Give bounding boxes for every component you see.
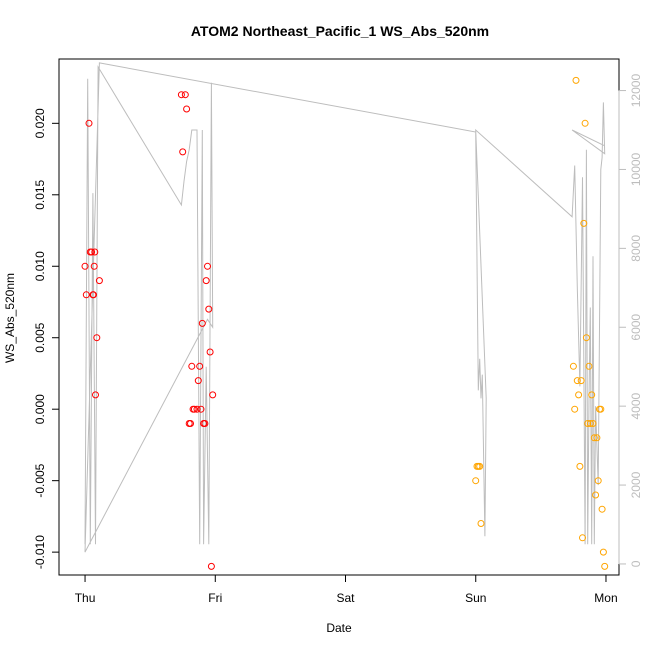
- data-point: [95, 277, 103, 285]
- y2-tick-label: 4000: [629, 392, 643, 419]
- data-point: [88, 248, 96, 256]
- data-point: [581, 119, 589, 127]
- data-point: [577, 377, 585, 385]
- data-point: [589, 420, 597, 427]
- y-tick-label: -0.010: [33, 535, 47, 569]
- data-point: [572, 76, 580, 84]
- y-axis-label: WS_Abs_520nm: [3, 273, 17, 363]
- data-point: [594, 477, 602, 485]
- data-point: [183, 105, 191, 113]
- x-tick-label: Fri: [208, 591, 222, 605]
- data-point: [476, 462, 484, 470]
- data-point: [582, 334, 590, 342]
- data-point: [477, 520, 485, 527]
- y-tick-label: 0.015: [33, 179, 47, 209]
- data-point: [193, 405, 201, 413]
- data-point: [181, 91, 189, 99]
- x-tick-label: Sat: [337, 591, 356, 605]
- x-tick-label: Sun: [465, 591, 486, 605]
- x-tick-label: Thu: [75, 591, 96, 605]
- y2-tick-label: 12000: [629, 74, 643, 108]
- data-point: [177, 91, 185, 99]
- data-point: [472, 477, 480, 485]
- data-point: [187, 420, 194, 427]
- data-point: [85, 119, 93, 127]
- x-axis: Thu Fri Sat Sun Mon: [75, 574, 618, 605]
- data-point: [82, 291, 90, 299]
- y2-tick-label: 2000: [629, 471, 643, 498]
- chart-title: ATOM2 Northeast_Pacific_1 WS_Abs_520nm: [191, 23, 489, 39]
- data-point: [190, 405, 198, 413]
- y-tick-label: 0.020: [33, 108, 47, 138]
- data-point: [194, 377, 202, 385]
- data-point: [571, 405, 579, 413]
- data-point: [575, 391, 583, 399]
- y-tick-label: 0.010: [33, 251, 47, 281]
- x-axis-label: Date: [326, 621, 352, 635]
- y2-tick-label: 10000: [629, 152, 643, 186]
- data-point: [90, 291, 97, 299]
- data-point: [202, 277, 210, 285]
- secondary-y-axis: 0 2000 4000 6000 8000 10000 12000: [618, 74, 643, 567]
- data-point: [196, 362, 204, 370]
- data-point: [590, 434, 598, 442]
- y-tick-label: -0.005: [33, 463, 47, 497]
- data-point: [579, 534, 586, 542]
- data-point: [207, 562, 215, 570]
- data-point: [201, 420, 209, 427]
- data-point: [585, 362, 593, 370]
- y2-tick-label: 8000: [629, 235, 643, 262]
- data-point: [584, 420, 592, 427]
- data-point: [576, 462, 584, 470]
- data-point: [81, 262, 89, 270]
- data-point: [91, 248, 99, 256]
- y-axis: -0.010 -0.005 0.000 0.005 0.010 0.015 0.020: [33, 108, 60, 569]
- data-point: [198, 319, 206, 327]
- data-point: [569, 362, 577, 370]
- data-point: [205, 305, 213, 313]
- data-point: [188, 362, 196, 370]
- secondary-series-line: [84, 62, 606, 553]
- plot-frame: [58, 58, 620, 576]
- data-point: [588, 391, 596, 399]
- data-point: [593, 434, 601, 442]
- data-point: [204, 262, 211, 270]
- data-point: [601, 562, 609, 570]
- series-layer: [81, 62, 609, 570]
- data-point: [586, 420, 594, 427]
- data-point: [92, 391, 99, 399]
- y2-tick-label: 6000: [629, 314, 643, 341]
- data-point: [592, 491, 600, 499]
- data-point: [209, 391, 217, 399]
- data-point: [93, 334, 101, 342]
- data-point: [179, 148, 187, 156]
- x-tick-label: Mon: [594, 591, 617, 605]
- y-tick-label: 0.005: [33, 322, 47, 352]
- y-tick-label: 0.000: [33, 394, 47, 424]
- y2-tick-label: 0: [629, 560, 643, 567]
- data-point: [597, 405, 605, 413]
- data-point: [573, 377, 581, 385]
- data-point: [580, 219, 588, 227]
- data-point: [90, 262, 98, 270]
- data-point: [206, 348, 214, 356]
- data-point: [197, 405, 205, 413]
- data-point: [598, 505, 606, 513]
- data-point: [599, 548, 607, 556]
